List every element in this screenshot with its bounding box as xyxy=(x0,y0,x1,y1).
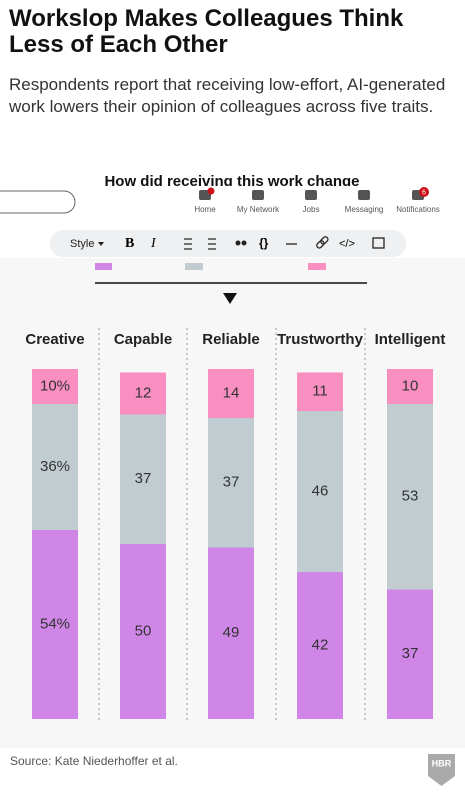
value-label: 14 xyxy=(223,384,240,401)
subtitle-text: Respondents report that receiving low-ef… xyxy=(8,75,445,116)
value-label: 37 xyxy=(223,474,240,491)
category-label: Creative xyxy=(25,331,84,348)
bar-segment xyxy=(297,411,343,572)
value-label: 49 xyxy=(223,624,240,641)
bar-segment xyxy=(208,418,254,548)
value-label: 50 xyxy=(135,622,152,639)
legend-swatch xyxy=(308,263,326,270)
nav-bar xyxy=(0,186,465,222)
badge xyxy=(419,187,429,197)
nav-label: Jobs xyxy=(303,205,320,214)
nav: Home My Network Jobs Messaging Notifications… xyxy=(194,187,440,214)
bar-segment xyxy=(297,572,343,719)
nav-icon[interactable] xyxy=(305,190,317,200)
logo: HBR xyxy=(432,758,452,768)
bar-segment xyxy=(387,369,433,404)
bar-segment xyxy=(120,544,166,719)
value-label: 10% xyxy=(40,377,70,394)
arrow xyxy=(223,293,237,304)
value-label: 12 xyxy=(135,384,152,401)
bold-button[interactable]: B xyxy=(125,236,134,251)
code-button[interactable]: </> xyxy=(339,238,355,250)
bar-segment xyxy=(387,404,433,590)
nav-label: Messaging xyxy=(345,205,384,214)
legend-swatch xyxy=(185,263,203,270)
value-label: 46 xyxy=(312,482,329,499)
legend-swatch xyxy=(95,263,112,270)
bar-segment xyxy=(208,547,254,719)
bar-segment xyxy=(32,404,78,530)
badge-count: 6 xyxy=(422,189,426,196)
value-label: 37 xyxy=(135,470,152,487)
category-label: Capable xyxy=(114,331,172,348)
value-label: 37 xyxy=(402,645,419,662)
source: Source: Kate Niederhoffer et al. xyxy=(10,754,178,768)
toolbar xyxy=(50,230,406,257)
nav-label: Home xyxy=(194,205,216,214)
list-buttons[interactable] xyxy=(184,238,216,250)
search-box[interactable] xyxy=(0,190,76,214)
subtitle: Respondents report that receiving low-ef… xyxy=(8,75,445,116)
nav-icon[interactable] xyxy=(358,190,370,200)
bar-segment xyxy=(32,369,78,404)
chart: Creative 54% 36% 10% Capable 50 37 12 Reliable 49… xyxy=(25,328,445,720)
value-label: 42 xyxy=(312,636,329,653)
chart-title: How did receiving this work change xyxy=(104,173,359,190)
bar-segment xyxy=(208,369,254,418)
title-line: Workslop Makes Colleagues Think Less of E… xyxy=(9,5,404,58)
style-menu[interactable]: Style xyxy=(70,238,94,250)
bar-segment xyxy=(120,372,166,415)
code-block-button[interactable]: {} xyxy=(259,236,269,250)
dropdown-icon xyxy=(98,242,104,246)
value-label: 10 xyxy=(402,377,419,394)
logo-shield xyxy=(428,754,455,786)
quote-button[interactable] xyxy=(235,240,247,246)
category-label: Reliable xyxy=(202,331,260,348)
nav-label: Notifications xyxy=(396,205,440,214)
category-label: Intelligent xyxy=(375,331,446,348)
bar-segment xyxy=(387,589,433,719)
nav-label: My Network xyxy=(237,205,280,214)
category-label: Trustworthy xyxy=(277,331,363,348)
link-button[interactable] xyxy=(316,236,329,249)
image-button[interactable] xyxy=(372,237,385,249)
nav-icon[interactable] xyxy=(252,190,264,200)
value-label: 36% xyxy=(40,458,70,475)
badge-dot xyxy=(207,187,215,195)
bar-segment xyxy=(32,530,78,719)
value-label: 54% xyxy=(40,615,70,632)
italic-button[interactable]: I xyxy=(150,236,157,251)
value-label: 53 xyxy=(402,488,419,505)
bar-segment xyxy=(120,414,166,544)
bar-segment xyxy=(297,372,343,411)
value-label: 11 xyxy=(312,383,328,400)
